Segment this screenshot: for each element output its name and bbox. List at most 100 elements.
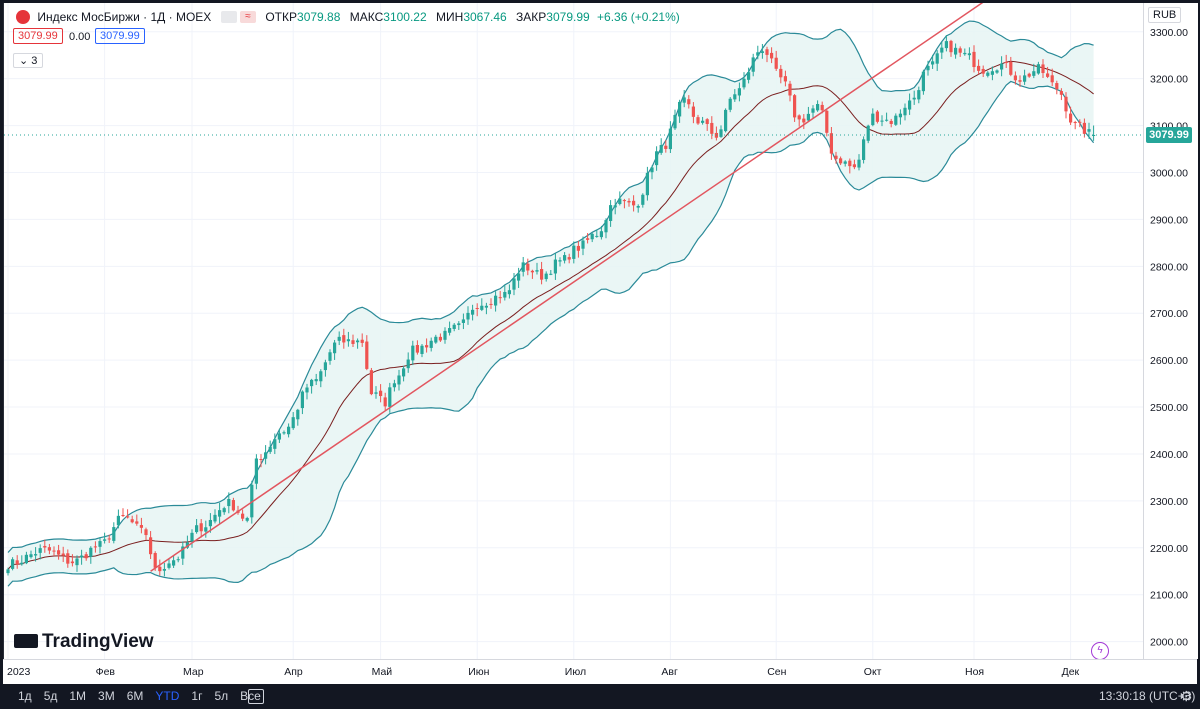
candle[interactable] [461, 313, 465, 330]
candle[interactable] [84, 551, 88, 561]
candle[interactable] [724, 108, 728, 133]
candle[interactable] [443, 327, 447, 344]
candle[interactable] [429, 337, 433, 352]
candle[interactable] [1087, 122, 1091, 139]
candle[interactable] [259, 454, 263, 468]
candle[interactable] [576, 240, 580, 258]
candle[interactable] [1069, 106, 1073, 126]
candle[interactable] [880, 115, 884, 127]
candle[interactable] [282, 430, 286, 435]
candle[interactable] [222, 506, 226, 515]
candle[interactable] [471, 304, 475, 321]
candle[interactable] [609, 200, 613, 227]
candle[interactable] [1059, 88, 1063, 101]
candle[interactable] [29, 550, 33, 559]
candle[interactable] [296, 408, 300, 426]
candle[interactable] [825, 109, 829, 137]
candle[interactable] [480, 298, 484, 312]
candle[interactable] [328, 349, 332, 365]
candle[interactable] [15, 555, 19, 569]
candle[interactable] [737, 82, 741, 102]
time-axis[interactable]: 2023 Фев Мар Апр Май Июн Июл Авг Сен Окт Ноя Дек [3, 659, 1197, 684]
sell-price-button[interactable]: 3079.99 [13, 28, 63, 44]
candle[interactable] [618, 191, 622, 206]
candle[interactable] [770, 47, 774, 64]
candle[interactable] [687, 95, 691, 109]
candle[interactable] [797, 114, 801, 127]
candle[interactable] [710, 116, 714, 140]
range-button-YTD[interactable]: YTD [155, 689, 180, 703]
candle[interactable] [333, 339, 337, 360]
candle[interactable] [204, 520, 208, 538]
candle[interactable] [903, 103, 907, 121]
compare-toggle-icon[interactable] [220, 10, 237, 23]
candle[interactable] [563, 252, 567, 264]
candle[interactable] [6, 567, 10, 576]
candle[interactable] [365, 335, 369, 371]
candle[interactable] [806, 106, 810, 122]
candle[interactable] [742, 72, 746, 90]
candle[interactable] [673, 109, 677, 130]
candle[interactable] [218, 502, 222, 524]
candle[interactable] [241, 509, 245, 522]
clock[interactable]: 13:30:18 (UTC+3) [1099, 689, 1196, 703]
candle[interactable] [1023, 69, 1027, 85]
lightning-icon[interactable]: ϟ [1091, 642, 1109, 660]
candle[interactable] [1073, 120, 1077, 130]
candle[interactable] [1032, 63, 1036, 79]
symbol-name[interactable]: Индекс МосБиржи [37, 9, 140, 24]
indicators-toggle[interactable]: ⌄ 3 [13, 53, 44, 68]
candle[interactable] [747, 67, 751, 84]
candle[interactable] [599, 225, 603, 240]
candle[interactable] [38, 544, 42, 560]
candle[interactable] [636, 204, 640, 213]
candle[interactable] [926, 60, 930, 76]
candle[interactable] [402, 365, 406, 382]
candle[interactable] [760, 43, 764, 59]
candle[interactable] [682, 89, 686, 108]
candle[interactable] [356, 338, 360, 349]
candle[interactable] [733, 89, 737, 102]
candle[interactable] [484, 302, 488, 315]
candle[interactable] [287, 423, 291, 438]
candle[interactable] [121, 508, 125, 518]
candle[interactable] [66, 549, 70, 568]
candle[interactable] [544, 271, 548, 282]
candle[interactable] [650, 165, 654, 180]
candle[interactable] [195, 518, 199, 534]
candle[interactable] [659, 138, 663, 155]
candle[interactable] [595, 229, 599, 238]
candle[interactable] [1009, 56, 1013, 77]
candle[interactable] [369, 367, 373, 396]
candle[interactable] [668, 121, 672, 153]
candle[interactable] [425, 338, 429, 353]
candle[interactable] [162, 562, 166, 577]
candle[interactable] [940, 41, 944, 59]
candle[interactable] [645, 166, 649, 201]
currency-selector[interactable]: RUB [1148, 7, 1182, 23]
candle[interactable] [567, 253, 571, 264]
candle[interactable] [268, 440, 272, 454]
candle[interactable] [116, 509, 120, 529]
candle[interactable] [61, 546, 65, 563]
candle[interactable] [342, 328, 346, 349]
candle[interactable] [756, 45, 760, 60]
candle[interactable] [664, 140, 668, 153]
candle[interactable] [498, 290, 502, 304]
candle[interactable] [802, 114, 806, 130]
candle[interactable] [314, 373, 318, 385]
candle[interactable] [103, 532, 107, 544]
range-button-5д[interactable]: 5д [43, 689, 58, 703]
candle[interactable] [337, 331, 341, 346]
candle[interactable] [779, 65, 783, 84]
candle[interactable] [590, 232, 594, 243]
candle[interactable] [360, 333, 364, 347]
candle[interactable] [489, 298, 493, 309]
candle[interactable] [319, 369, 323, 388]
candle[interactable] [57, 544, 61, 560]
candle[interactable] [379, 384, 383, 403]
candle[interactable] [540, 261, 544, 285]
candle[interactable] [857, 154, 861, 171]
price-axis[interactable]: RUB 2000.00 2100.00 2200.00 2300.00 2400.00 2… [1143, 3, 1198, 659]
candle[interactable] [921, 69, 925, 95]
